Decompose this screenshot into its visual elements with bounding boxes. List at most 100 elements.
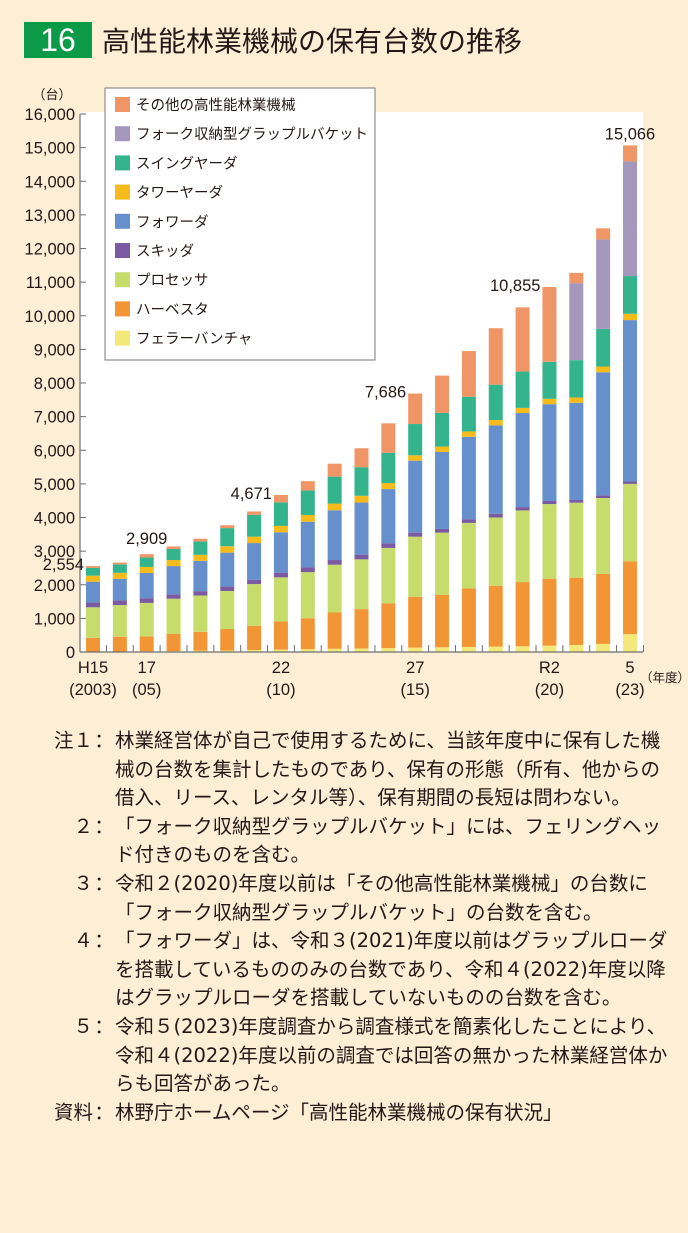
note-text: 林業経営体が自己で使用するために、当該年度中に保有した機械の台数を集計したもので… — [115, 729, 661, 810]
bar-segment — [435, 451, 450, 529]
legend-swatch — [115, 301, 130, 317]
bar-segment — [166, 598, 181, 635]
bar-segment — [139, 636, 154, 652]
bar-segment — [515, 371, 530, 408]
figure-number-badge: 16 — [24, 22, 92, 58]
bar-segment — [193, 591, 208, 596]
bar-segment — [112, 600, 127, 606]
bar-stack — [488, 328, 503, 652]
bar-segment — [273, 532, 288, 573]
y-tick-label: 5,000 — [34, 476, 75, 494]
bar-segment — [354, 495, 369, 503]
legend-label: フォーク収納型グラップルバケット — [136, 126, 368, 143]
bar-segment — [596, 495, 611, 498]
note-colon: ： — [94, 814, 114, 838]
bar-segment — [542, 645, 557, 652]
bar-segment — [300, 567, 315, 573]
bar-segment — [408, 647, 423, 652]
legend-label: プロセッサ — [136, 272, 209, 289]
legend-label: スキッダ — [136, 243, 194, 260]
bar-segment — [166, 560, 181, 567]
note-label: 注１ — [53, 729, 93, 752]
bar-segment — [220, 525, 235, 529]
figure-title: 高性能林業機械の保有台数の推移 — [102, 25, 523, 58]
bar-segment — [569, 577, 584, 645]
total-data-label: 4,671 — [231, 485, 272, 503]
bar-segment — [139, 566, 154, 573]
bar-segment — [112, 605, 127, 637]
x-axis-unit: （年度） — [640, 670, 688, 685]
note-label: ４ — [73, 929, 93, 953]
total-data-label: 10,855 — [490, 277, 540, 295]
bar-segment — [273, 649, 288, 652]
bar-segment — [220, 586, 235, 591]
bar-segment — [542, 287, 557, 362]
bar-segment — [515, 510, 530, 583]
bar-segment — [435, 528, 450, 533]
bar-stack — [435, 375, 450, 652]
y-tick-label: 14,000 — [25, 173, 75, 191]
note-text: 林野庁ホームページ「高性能林業機械の保有状況」 — [115, 1100, 563, 1124]
bar-segment — [542, 578, 557, 646]
bar-segment — [408, 460, 423, 533]
bar-stack — [596, 228, 611, 652]
figure-header: 16 高性能林業機械の保有台数の推移 — [24, 22, 522, 58]
x-tick-label: (15) — [401, 681, 430, 699]
y-tick-label: 6,000 — [34, 442, 75, 460]
bar-segment — [220, 650, 235, 652]
y-tick-label: 8,000 — [34, 375, 75, 393]
bar-segment — [461, 588, 476, 647]
bar-stack — [515, 307, 530, 652]
bar-stack — [381, 423, 396, 652]
bar-segment — [542, 361, 557, 399]
bar-segment — [596, 643, 611, 652]
bar-segment — [327, 463, 342, 477]
note-colon: ： — [94, 871, 114, 895]
bar-segment — [86, 567, 100, 576]
bar-segment — [408, 536, 423, 597]
bar-segment — [488, 419, 503, 426]
bar-segment — [112, 578, 127, 601]
legend-label: ハーベスタ — [136, 301, 209, 318]
bar-segment — [273, 525, 288, 533]
bar-segment — [515, 582, 530, 647]
bar-stack — [86, 566, 100, 652]
bar-segment — [300, 490, 315, 515]
bar-stack — [220, 525, 235, 652]
bar-stack — [247, 511, 262, 652]
bar-segment — [166, 566, 181, 595]
note-text: 「フォワーダ」は、令和３(2021)年度以前はグラップルローダを搭載しているもの… — [115, 929, 668, 1010]
y-axis-unit: （台） — [32, 88, 71, 103]
y-tick-label: 9,000 — [34, 341, 75, 359]
notes-section: 注１：林業経営体が自己で使用するために、当該年度中に保有した機械の台数を集計した… — [0, 727, 688, 1127]
bar-segment — [220, 628, 235, 651]
x-tick-label: H15 — [78, 659, 108, 677]
bar-segment — [193, 560, 208, 592]
y-tick-label: 1,000 — [34, 610, 75, 628]
bar-segment — [166, 634, 181, 652]
y-tick-label: 7,000 — [34, 409, 75, 427]
bar-segment — [461, 646, 476, 652]
legend-box — [104, 87, 376, 361]
bar-segment — [623, 483, 637, 562]
bar-segment — [488, 513, 503, 518]
bar-segment — [569, 397, 584, 403]
bar-segment — [381, 543, 396, 548]
bar-segment — [461, 436, 476, 520]
bar-segment — [381, 452, 396, 484]
note-text: 令和５(2023)年度調査から調査様式を簡素化したことにより、令和４(2022)… — [115, 1014, 668, 1096]
bar-segment — [86, 607, 100, 638]
bar-segment — [247, 625, 262, 650]
bar-segment — [435, 375, 450, 413]
total-data-label: 7,686 — [365, 384, 406, 402]
bar-segment — [193, 538, 208, 542]
note-label: ５ — [73, 1014, 93, 1038]
bar-segment — [515, 412, 530, 508]
footnote: ３：令和２(2020)年度以前は「その他高性能林業機械」の台数に「フォーク収納型… — [0, 870, 688, 927]
x-tick-label: 27 — [406, 659, 424, 677]
bar-segment — [193, 631, 208, 651]
bar-segment — [461, 519, 476, 523]
bar-segment — [354, 467, 369, 496]
bar-stack — [461, 351, 476, 652]
bar-segment — [408, 393, 423, 425]
